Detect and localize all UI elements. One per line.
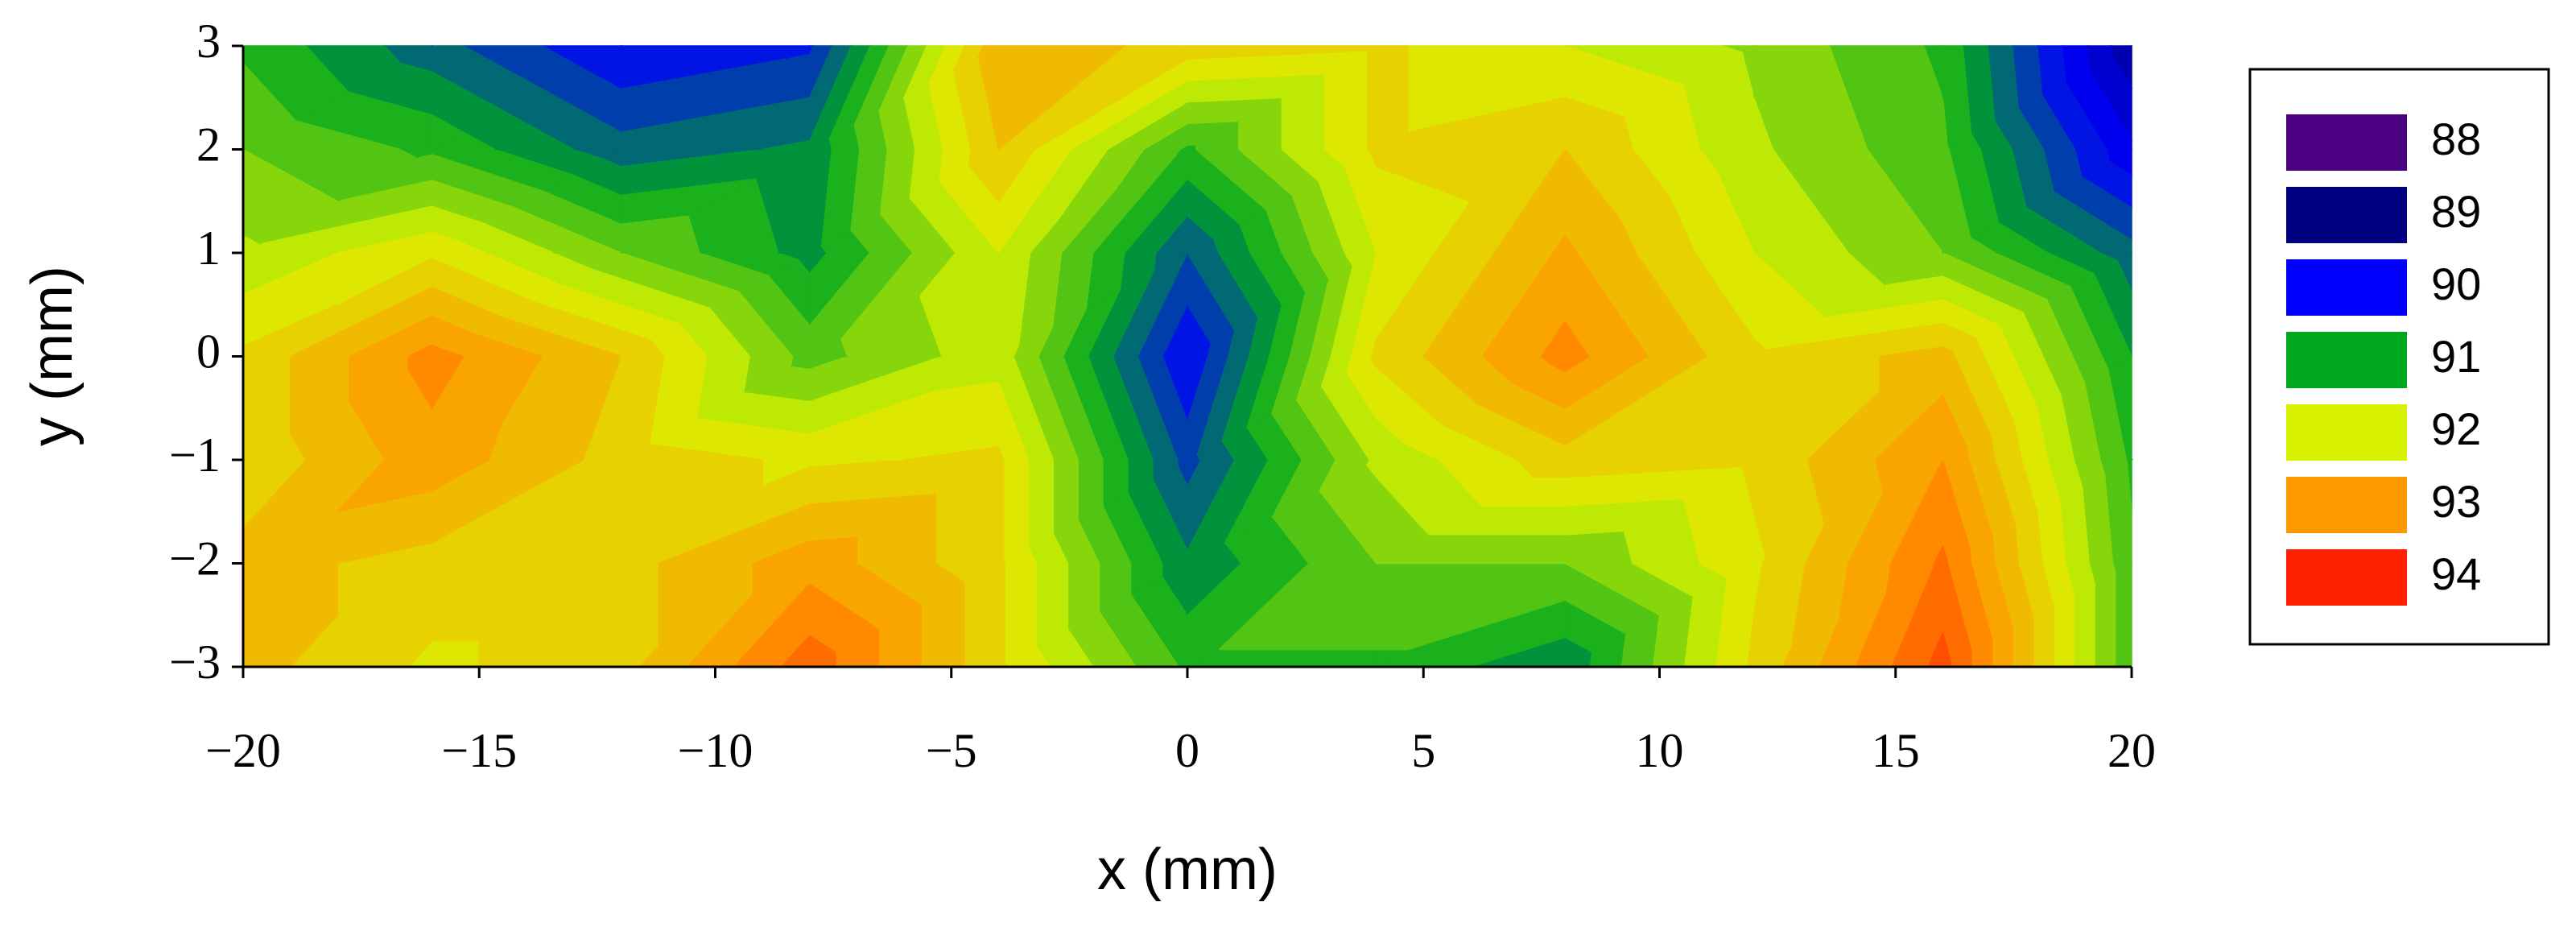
legend-swatch bbox=[2286, 404, 2407, 461]
x-tick-label: 10 bbox=[1636, 724, 1684, 777]
x-tick-label: −10 bbox=[678, 724, 753, 777]
contour-band bbox=[1564, 320, 1583, 358]
legend-label: 92 bbox=[2431, 403, 2481, 454]
contour-band bbox=[1367, 44, 1377, 151]
contour-band bbox=[997, 446, 1004, 461]
x-tick-label: 20 bbox=[2107, 724, 2156, 777]
legend-label: 93 bbox=[2431, 476, 2481, 527]
contour-band bbox=[1753, 97, 1771, 151]
y-tick-label: 0 bbox=[196, 325, 221, 378]
contour-band bbox=[431, 344, 446, 358]
contour-band bbox=[809, 45, 872, 151]
legend-swatch bbox=[2286, 114, 2407, 171]
contour-band bbox=[1052, 459, 1079, 535]
x-tick-label: 0 bbox=[1175, 724, 1199, 777]
legend-label: 90 bbox=[2431, 259, 2481, 309]
contour-band bbox=[620, 122, 669, 151]
legend-swatch bbox=[2286, 187, 2407, 243]
y-tick-label: 1 bbox=[196, 221, 221, 275]
contour-band bbox=[1942, 97, 1949, 151]
contour-band bbox=[1004, 562, 1038, 664]
x-tick-label: −5 bbox=[926, 724, 977, 777]
contour-band bbox=[809, 536, 857, 565]
contour-band bbox=[1564, 234, 1576, 254]
x-tick-label: 5 bbox=[1411, 724, 1435, 777]
y-axis-label: y (mm) bbox=[20, 266, 85, 446]
contour-band bbox=[997, 459, 1005, 565]
contour-band bbox=[1942, 632, 1952, 668]
contour-band bbox=[1002, 459, 1030, 562]
x-axis-label: x (mm) bbox=[1097, 838, 1278, 902]
contour-band bbox=[1942, 395, 1967, 461]
contour-band bbox=[1942, 346, 1954, 358]
legend-label: 89 bbox=[2431, 186, 2481, 237]
x-tick-label: −20 bbox=[205, 724, 281, 777]
contour-band bbox=[1027, 459, 1055, 548]
contour-band bbox=[1753, 337, 1767, 358]
contour-band bbox=[2073, 582, 2095, 668]
contour-band bbox=[431, 231, 457, 254]
contour-band bbox=[2053, 594, 2075, 668]
legend-label: 88 bbox=[2431, 114, 2481, 164]
contour-band bbox=[620, 329, 652, 358]
contour-band bbox=[1187, 648, 1377, 668]
contour-band bbox=[1375, 45, 1409, 151]
contour-band bbox=[2114, 562, 2132, 668]
contour-band bbox=[1564, 97, 1626, 151]
contour-band bbox=[997, 45, 1126, 151]
contour-band bbox=[2094, 571, 2116, 668]
contour-band bbox=[1942, 545, 1948, 565]
x-tick-label: 15 bbox=[1872, 724, 1920, 777]
legend-swatch bbox=[2286, 477, 2407, 533]
contour-band bbox=[431, 114, 465, 151]
contour-plot bbox=[242, 44, 2134, 668]
contour-band bbox=[809, 635, 837, 668]
y-tick-label: −3 bbox=[169, 635, 221, 689]
contour-band bbox=[1187, 45, 1377, 60]
x-tick-label: −15 bbox=[441, 724, 517, 777]
contour-band bbox=[620, 215, 689, 254]
y-tick-label: 2 bbox=[196, 118, 221, 171]
contour-band bbox=[977, 45, 999, 59]
contour-band bbox=[997, 562, 1005, 668]
legend-label: 94 bbox=[2431, 548, 2481, 599]
contour-band bbox=[809, 390, 936, 461]
legend-swatch bbox=[2286, 549, 2407, 606]
y-tick-label: −2 bbox=[169, 532, 221, 585]
legend-swatch bbox=[2286, 332, 2407, 388]
legend-label: 91 bbox=[2431, 331, 2481, 382]
y-tick-label: 3 bbox=[196, 14, 221, 68]
legend-swatch bbox=[2286, 259, 2407, 316]
y-tick-label: −1 bbox=[169, 428, 221, 482]
